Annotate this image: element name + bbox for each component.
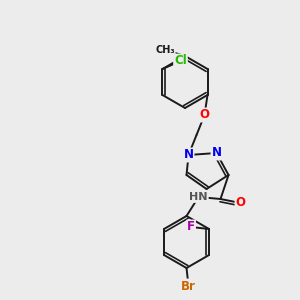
Text: F: F: [187, 220, 195, 233]
Text: HN: HN: [189, 192, 208, 202]
Text: N: N: [184, 148, 194, 161]
Text: Cl: Cl: [174, 55, 187, 68]
Text: CH₃: CH₃: [155, 45, 175, 55]
Text: O: O: [200, 109, 209, 122]
Text: Br: Br: [181, 280, 196, 292]
Text: N: N: [212, 146, 221, 160]
Text: O: O: [236, 196, 245, 209]
